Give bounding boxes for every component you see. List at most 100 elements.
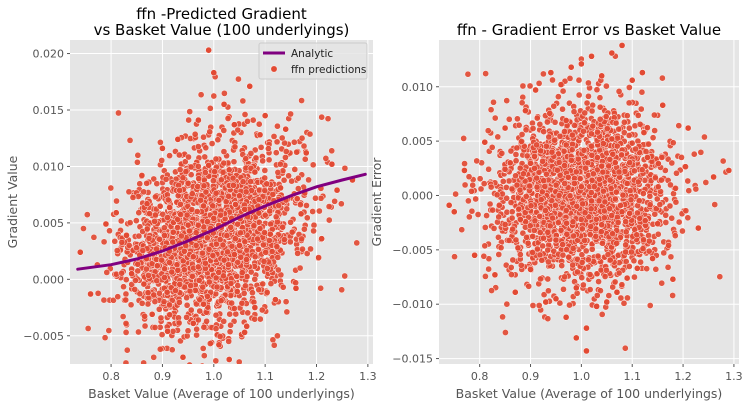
scatter-point xyxy=(205,245,213,253)
scatter-point xyxy=(210,92,218,100)
scatter-point xyxy=(690,150,698,158)
y-tick-label: −0.015 xyxy=(392,353,433,366)
scatter-point xyxy=(578,274,586,281)
scatter-point xyxy=(152,193,159,201)
scatter-point xyxy=(564,173,572,181)
scatter-point xyxy=(231,305,238,312)
scatter-point xyxy=(637,105,645,113)
scatter-point xyxy=(487,183,495,191)
scatter-point xyxy=(667,253,675,261)
scatter-point xyxy=(275,202,283,209)
scatter-point xyxy=(543,170,550,178)
scatter-point xyxy=(561,180,569,187)
scatter-point xyxy=(652,174,659,182)
y-tick-label: 0.010 xyxy=(402,81,434,94)
scatter-point xyxy=(145,272,152,279)
scatter-point xyxy=(174,216,182,223)
scatter-point xyxy=(250,222,258,229)
scatter-point xyxy=(575,91,583,99)
scatter-point xyxy=(200,202,207,210)
scatter-point xyxy=(549,76,556,84)
scatter-point xyxy=(480,252,488,260)
scatter-point xyxy=(234,258,242,266)
scatter-point xyxy=(285,172,292,180)
scatter-point xyxy=(114,293,122,301)
scatter-point xyxy=(122,329,130,336)
scatter-point xyxy=(529,302,537,309)
scatter-point xyxy=(87,290,94,298)
scatter-point xyxy=(627,196,635,204)
scatter-point xyxy=(257,144,265,151)
scatter-point xyxy=(593,270,601,278)
scatter-point xyxy=(160,298,168,306)
scatter-point xyxy=(157,314,165,322)
scatter-point xyxy=(664,263,672,271)
scatter-point xyxy=(645,140,652,148)
scatter-point xyxy=(184,327,192,335)
scatter-point xyxy=(603,82,610,90)
scatter-point xyxy=(581,237,588,244)
scatter-point xyxy=(615,269,623,277)
scatter-point xyxy=(158,157,166,164)
scatter-point xyxy=(151,324,159,331)
scatter-point xyxy=(719,157,727,165)
scatter-point xyxy=(692,185,700,193)
scatter-point xyxy=(256,315,264,323)
scatter-point xyxy=(582,164,589,172)
scatter-point xyxy=(255,286,263,294)
x-tick-label: 1.2 xyxy=(674,370,692,383)
scatter-point xyxy=(220,256,228,264)
scatter-point xyxy=(177,211,185,218)
scatter-point xyxy=(325,216,333,224)
scatter-point xyxy=(251,253,259,261)
scatter-point xyxy=(166,259,173,266)
y-tick-label: −0.005 xyxy=(23,330,64,343)
scatter-point xyxy=(561,273,568,281)
scatter-point xyxy=(277,184,284,192)
scatter-point xyxy=(237,229,244,237)
scatter-point xyxy=(644,154,651,161)
scatter-point xyxy=(288,228,296,236)
scatter-point xyxy=(219,169,227,176)
scatter-point xyxy=(588,107,596,115)
scatter-point xyxy=(626,84,633,91)
scatter-point xyxy=(213,283,221,291)
scatter-point xyxy=(252,154,260,162)
scatter-point xyxy=(122,276,130,283)
scatter-point xyxy=(176,166,184,173)
marks xyxy=(76,46,367,381)
scatter-point xyxy=(200,133,207,141)
scatter-point xyxy=(640,129,648,136)
scatter-point xyxy=(282,148,290,155)
scatter-point xyxy=(679,227,686,235)
scatter-point xyxy=(180,375,186,381)
scatter-point xyxy=(619,191,627,199)
scatter-point xyxy=(651,111,658,119)
scatter-point xyxy=(552,236,560,244)
scatter-point xyxy=(236,192,243,200)
scatter-point xyxy=(303,214,311,222)
scatter-point xyxy=(283,205,291,213)
scatter-point xyxy=(260,241,267,249)
scatter-point xyxy=(301,155,309,163)
scatter-point xyxy=(636,120,644,128)
scatter-point xyxy=(240,290,248,297)
scatter-point xyxy=(655,160,662,167)
x-tick-label: 0.9 xyxy=(154,370,172,383)
scatter-point xyxy=(244,118,251,125)
scatter-point xyxy=(563,230,571,238)
scatter-point xyxy=(127,301,135,309)
scatter-point xyxy=(225,166,233,174)
scatter-point xyxy=(621,168,629,175)
scatter-point xyxy=(243,246,251,254)
scatter-point xyxy=(662,219,670,226)
scatter-point xyxy=(572,168,580,176)
scatter-point xyxy=(134,260,142,268)
scatter-point xyxy=(458,226,466,234)
scatter-point xyxy=(141,322,149,330)
scatter-point xyxy=(220,148,228,155)
scatter-point xyxy=(280,176,288,184)
scatter-point xyxy=(255,246,262,253)
scatter-point xyxy=(684,214,692,222)
scatter-point xyxy=(239,97,247,105)
